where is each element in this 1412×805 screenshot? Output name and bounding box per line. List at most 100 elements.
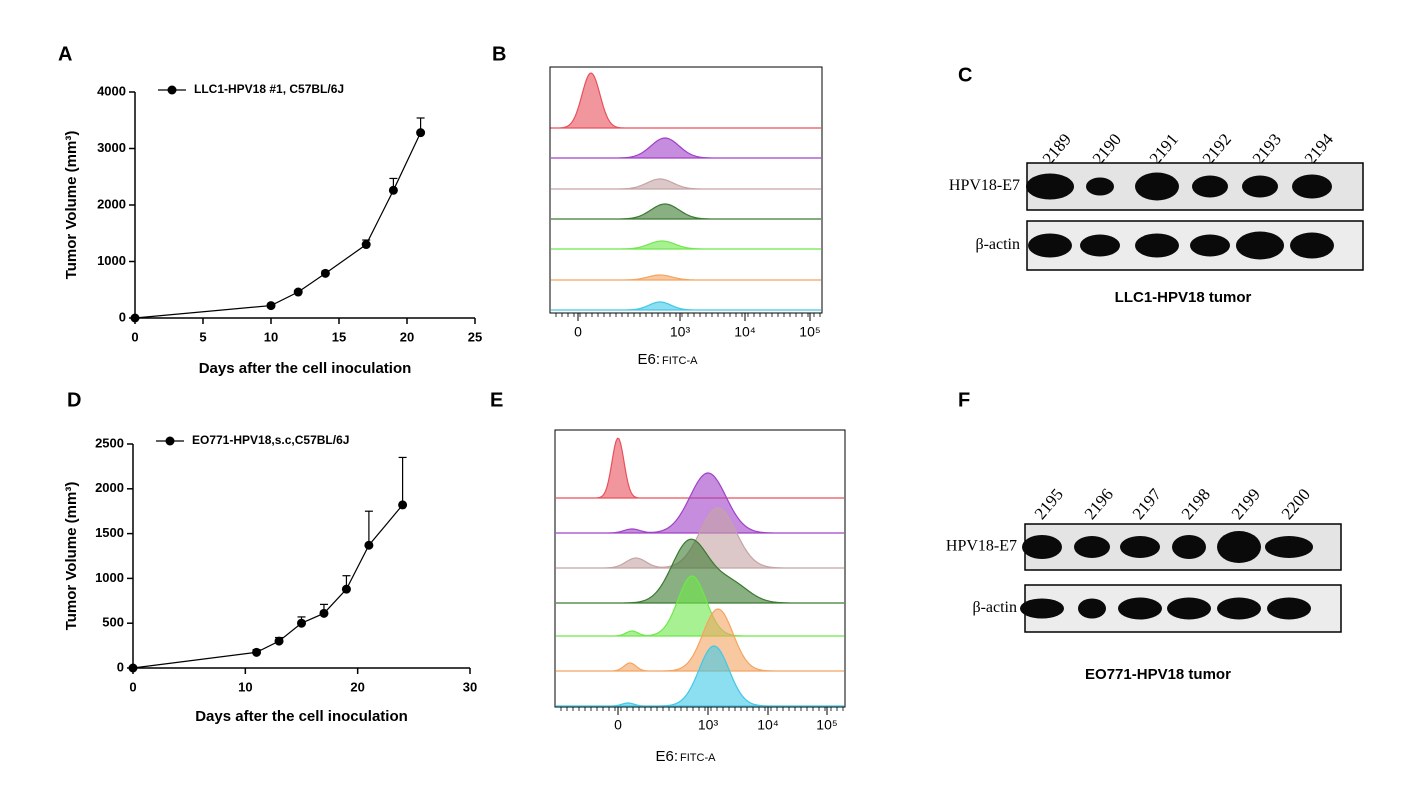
y-tick-label: 2000 [95, 480, 124, 495]
data-point [398, 500, 408, 510]
flow-tick-label: 10⁵ [816, 717, 837, 733]
y-tick-label: 1000 [95, 570, 124, 585]
data-point [293, 287, 303, 297]
blot-band [1120, 536, 1160, 558]
row-label: β-actin [972, 599, 1017, 616]
legend-label: EO771-HPV18,s.c,C57BL/6J [192, 433, 349, 447]
data-point [416, 128, 426, 138]
x-axis-label: Days after the cell inoculation [195, 708, 408, 725]
x-tick-label: 10 [238, 679, 252, 694]
data-point [319, 608, 329, 618]
histogram-frame [554, 429, 846, 708]
blot-band [1020, 598, 1064, 619]
data-point [128, 663, 138, 673]
panel-label: B [492, 43, 506, 65]
flow-x-label: E6: [655, 748, 678, 765]
row-label: β-actin [975, 236, 1020, 253]
panel-label: F [958, 389, 970, 411]
flow-tick-label: 10⁴ [757, 717, 779, 733]
legend-marker [165, 436, 175, 446]
data-point [252, 647, 262, 657]
y-tick-label: 0 [119, 309, 126, 324]
flow-tick-label: 10⁴ [734, 324, 756, 340]
blot-band [1292, 174, 1332, 199]
y-tick-label: 0 [117, 659, 124, 674]
blot-band [1267, 597, 1311, 620]
y-axis-label: Tumor Volume (mm³) [63, 482, 80, 631]
row-label: HPV18-E7 [946, 538, 1017, 555]
flow-x-label: E6: [637, 351, 660, 368]
data-point [130, 313, 140, 323]
histogram-peak [551, 240, 821, 250]
x-tick-label: 30 [463, 679, 477, 694]
blot-band [1217, 531, 1261, 563]
x-tick-label: 20 [350, 679, 364, 694]
blot-band [1172, 535, 1206, 559]
histogram-peak [551, 301, 821, 311]
y-tick-label: 3000 [97, 140, 126, 155]
data-point [266, 301, 276, 311]
data-point [320, 268, 330, 278]
histogram-peak [556, 472, 844, 534]
flow-tick-label: 10³ [698, 717, 719, 733]
blot-band [1190, 234, 1230, 257]
y-axis-label: Tumor Volume (mm³) [63, 131, 80, 280]
y-tick-label: 1000 [97, 253, 126, 268]
y-tick-label: 1500 [95, 525, 124, 540]
x-tick-label: 10 [264, 329, 278, 344]
blot-band [1242, 175, 1278, 198]
data-point [388, 185, 398, 195]
blot-band [1217, 597, 1261, 620]
panel-label: E [490, 389, 503, 411]
histogram-peak [551, 274, 821, 281]
flow-tick-label: 0 [574, 324, 582, 340]
flow-tick-label: 10⁵ [799, 324, 820, 340]
blot-band [1078, 598, 1106, 619]
flow-tick-label: 0 [614, 717, 622, 733]
histogram-peak [556, 645, 844, 707]
panel-label: D [67, 389, 81, 411]
blot-band [1167, 597, 1211, 620]
blot-band [1028, 233, 1072, 258]
histogram-peak [550, 72, 821, 129]
blot-band [1080, 234, 1120, 257]
histogram-peak [551, 178, 821, 190]
y-tick-label: 2000 [97, 196, 126, 211]
error-bar [364, 510, 373, 546]
panel-label: C [958, 64, 972, 86]
blot-band [1265, 536, 1313, 558]
histogram-peak [556, 608, 844, 672]
data-point [274, 636, 284, 646]
x-axis-label: Days after the cell inoculation [199, 360, 412, 377]
histogram-frame [549, 66, 823, 314]
x-tick-label: 0 [129, 679, 136, 694]
y-tick-label: 2500 [95, 435, 124, 450]
data-point [341, 584, 351, 594]
blot-caption: LLC1-HPV18 tumor [1115, 289, 1252, 306]
x-tick-label: 20 [400, 329, 414, 344]
blot-band [1074, 536, 1110, 558]
error-bar [398, 456, 407, 505]
data-point [364, 540, 374, 550]
histogram-peak [551, 137, 821, 159]
x-tick-label: 15 [332, 329, 346, 344]
blot-band [1022, 535, 1062, 559]
y-tick-label: 4000 [97, 83, 126, 98]
blot-band [1135, 233, 1179, 258]
data-point [361, 240, 371, 250]
histogram-peak [556, 575, 844, 637]
blot-band [1026, 173, 1074, 200]
blot-band [1135, 172, 1179, 201]
flow-tick-label: 10³ [670, 324, 691, 340]
blot-band [1086, 177, 1114, 196]
histogram-peak [551, 203, 821, 220]
blot-caption: EO771-HPV18 tumor [1085, 666, 1231, 683]
y-tick-label: 500 [102, 615, 124, 630]
histogram-peak [556, 538, 844, 604]
blot-band [1290, 232, 1334, 259]
histogram-peak [556, 507, 844, 569]
flow-x-channel: FITC-A [662, 355, 698, 367]
x-tick-label: 0 [131, 329, 138, 344]
blot-band [1192, 175, 1228, 198]
legend-marker [167, 85, 177, 95]
